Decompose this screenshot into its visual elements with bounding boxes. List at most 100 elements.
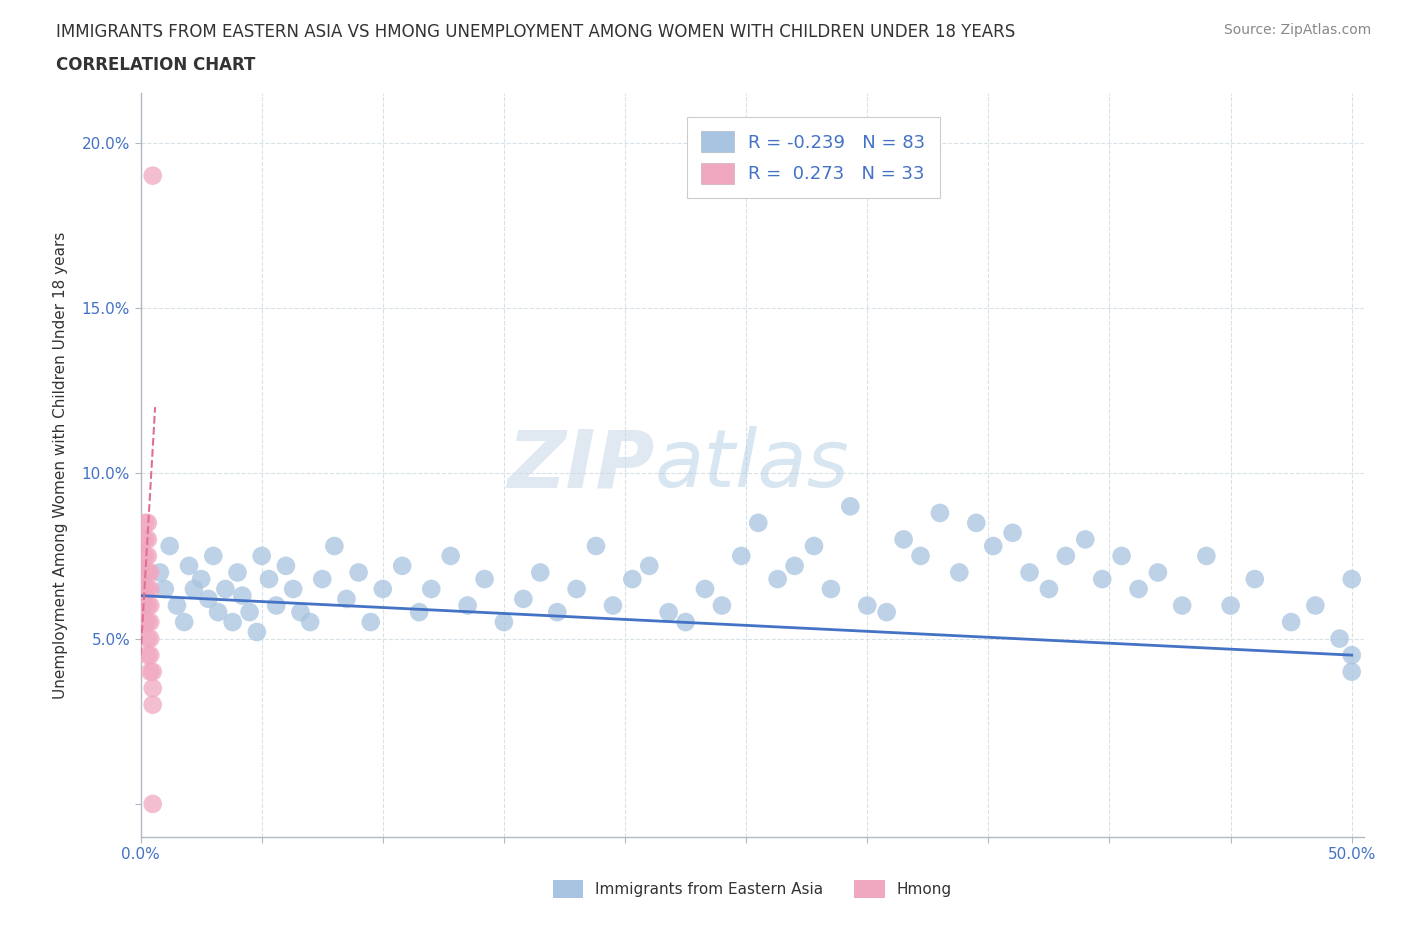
- Point: [139, 664, 162, 679]
- Point: [134, 549, 156, 564]
- Point: [856, 598, 879, 613]
- Point: [139, 598, 162, 613]
- Point: [283, 581, 305, 596]
- Point: [747, 515, 769, 530]
- Point: [207, 604, 229, 619]
- Point: [250, 549, 273, 564]
- Point: [231, 588, 253, 603]
- Text: CORRELATION CHART: CORRELATION CHART: [56, 56, 256, 73]
- Point: [512, 591, 534, 606]
- Point: [638, 558, 661, 573]
- Point: [335, 591, 357, 606]
- Text: atlas: atlas: [654, 426, 849, 504]
- Point: [602, 598, 624, 613]
- Point: [803, 538, 825, 553]
- Point: [290, 604, 312, 619]
- Point: [1195, 549, 1218, 564]
- Point: [766, 572, 789, 587]
- Point: [136, 515, 159, 530]
- Point: [214, 581, 236, 596]
- Point: [658, 604, 681, 619]
- Point: [134, 532, 156, 547]
- Point: [132, 532, 155, 547]
- Point: [621, 572, 644, 587]
- Point: [1074, 532, 1097, 547]
- Point: [136, 615, 159, 630]
- Point: [299, 615, 322, 630]
- Point: [408, 604, 430, 619]
- Point: [134, 515, 156, 530]
- Text: IMMIGRANTS FROM EASTERN ASIA VS HMONG UNEMPLOYMENT AMONG WOMEN WITH CHILDREN UND: IMMIGRANTS FROM EASTERN ASIA VS HMONG UN…: [56, 23, 1015, 41]
- Point: [1038, 581, 1060, 596]
- Point: [323, 538, 346, 553]
- Point: [274, 558, 297, 573]
- Point: [893, 532, 915, 547]
- Point: [1147, 565, 1170, 580]
- Point: [311, 572, 333, 587]
- Point: [202, 549, 225, 564]
- Point: [139, 615, 162, 630]
- Legend: Immigrants from Eastern Asia, Hmong: Immigrants from Eastern Asia, Hmong: [547, 874, 957, 904]
- Point: [139, 647, 162, 662]
- Point: [239, 604, 262, 619]
- Point: [136, 598, 159, 613]
- Point: [190, 572, 212, 587]
- Point: [142, 698, 165, 712]
- Point: [391, 558, 413, 573]
- Point: [139, 565, 162, 580]
- Point: [132, 581, 155, 596]
- Point: [134, 565, 156, 580]
- Point: [675, 615, 697, 630]
- Point: [139, 631, 162, 646]
- Point: [730, 549, 752, 564]
- Point: [876, 604, 898, 619]
- Point: [965, 515, 987, 530]
- Point: [710, 598, 733, 613]
- Point: [177, 558, 200, 573]
- Point: [1018, 565, 1040, 580]
- Point: [1340, 572, 1362, 587]
- Point: [929, 506, 952, 521]
- Point: [1001, 525, 1024, 540]
- Point: [360, 615, 382, 630]
- Point: [1305, 598, 1327, 613]
- Point: [136, 647, 159, 662]
- Point: [910, 549, 932, 564]
- Y-axis label: Unemployment Among Women with Children Under 18 years: Unemployment Among Women with Children U…: [53, 232, 67, 698]
- Point: [166, 598, 188, 613]
- Point: [1243, 572, 1265, 587]
- Point: [142, 681, 165, 696]
- Point: [1091, 572, 1114, 587]
- Point: [981, 538, 1004, 553]
- Point: [149, 565, 172, 580]
- Point: [142, 796, 165, 811]
- Point: [136, 631, 159, 646]
- Point: [839, 498, 862, 513]
- Point: [142, 168, 165, 183]
- Point: [134, 581, 156, 596]
- Point: [197, 591, 219, 606]
- Text: Source: ZipAtlas.com: Source: ZipAtlas.com: [1223, 23, 1371, 37]
- Point: [264, 598, 287, 613]
- Point: [136, 532, 159, 547]
- Point: [1329, 631, 1351, 646]
- Point: [183, 581, 205, 596]
- Point: [693, 581, 716, 596]
- Point: [132, 565, 155, 580]
- Point: [565, 581, 588, 596]
- Point: [134, 598, 156, 613]
- Point: [585, 538, 607, 553]
- Point: [246, 625, 269, 640]
- Point: [142, 664, 165, 679]
- Text: ZIP: ZIP: [508, 426, 654, 504]
- Point: [153, 581, 176, 596]
- Point: [221, 615, 243, 630]
- Point: [139, 581, 162, 596]
- Point: [132, 598, 155, 613]
- Point: [783, 558, 806, 573]
- Point: [136, 581, 159, 596]
- Point: [1340, 647, 1362, 662]
- Point: [347, 565, 370, 580]
- Point: [1219, 598, 1241, 613]
- Point: [1128, 581, 1150, 596]
